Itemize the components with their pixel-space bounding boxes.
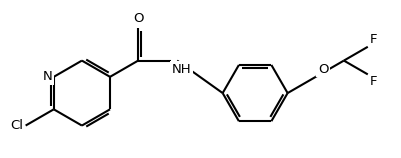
- Text: Cl: Cl: [10, 119, 23, 132]
- Text: NH: NH: [171, 63, 191, 76]
- Text: F: F: [369, 33, 377, 46]
- Text: F: F: [369, 76, 377, 88]
- Text: N: N: [43, 70, 53, 83]
- Text: O: O: [317, 63, 328, 76]
- Text: O: O: [133, 12, 143, 25]
